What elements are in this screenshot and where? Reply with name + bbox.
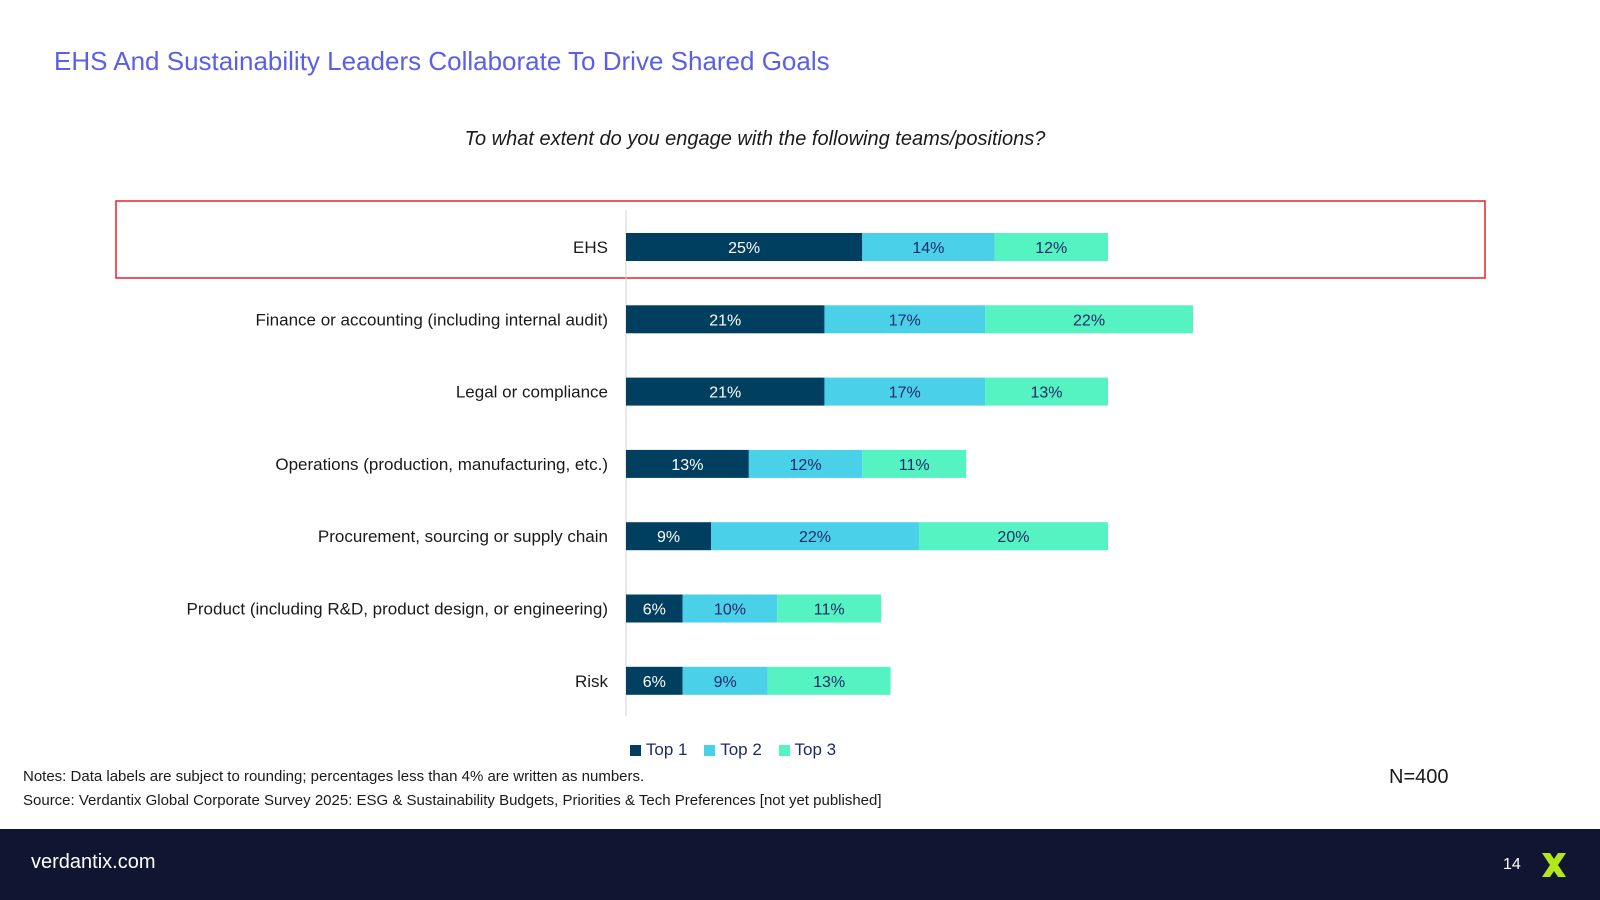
data-label: 12%: [1035, 240, 1067, 257]
bar-segment-top1: [626, 377, 825, 406]
notes-text: Notes: Data labels are subject to roundi…: [23, 768, 645, 785]
data-label: 17%: [889, 385, 921, 402]
bar-segment-top2: [682, 594, 778, 623]
data-label: 20%: [997, 529, 1029, 546]
bar-segment-top3: [862, 449, 967, 478]
page-number: 14: [1503, 856, 1521, 873]
data-label: 6%: [643, 602, 666, 619]
category-label: Product (including R&D, product design, …: [187, 600, 608, 619]
category-label: Legal or compliance: [456, 383, 608, 402]
bar-segment-top2: [682, 666, 768, 695]
bar-segment-top3: [994, 233, 1108, 261]
data-label: 6%: [643, 674, 666, 691]
bar-segment-top3: [767, 666, 891, 695]
category-label: Finance or accounting (including interna…: [256, 310, 608, 329]
data-label: 14%: [912, 240, 944, 257]
data-label: 17%: [889, 312, 921, 329]
footer-bar: verdantix.com 14: [0, 829, 1600, 900]
data-label: 13%: [671, 457, 703, 474]
data-label: 11%: [899, 457, 930, 474]
data-label: 10%: [714, 602, 746, 619]
category-label: EHS: [573, 238, 608, 257]
bar-segment-top1: [626, 594, 683, 623]
data-label: 22%: [799, 529, 831, 546]
legend-label-top2: Top 2: [720, 740, 762, 759]
data-label: 21%: [709, 385, 741, 402]
data-label: 13%: [1031, 385, 1063, 402]
bar-segment-top1: [626, 666, 683, 695]
legend-swatch-top1: [629, 744, 641, 756]
bar-segment-top2: [824, 377, 986, 406]
legend-item-top1: Top 1: [629, 740, 688, 760]
chart-legend: Top 1 Top 2 Top 3: [0, 740, 1466, 761]
category-label: Risk: [575, 672, 609, 691]
bar-segment-top1: [626, 305, 825, 334]
page-title: EHS And Sustainability Leaders Collabora…: [54, 46, 830, 76]
legend-swatch-top2: [704, 744, 716, 756]
data-label: 9%: [657, 529, 680, 546]
bar-segment-top2: [862, 233, 995, 261]
legend-item-top3: Top 3: [778, 740, 837, 760]
category-label: Procurement, sourcing or supply chain: [318, 527, 608, 546]
data-label: 21%: [709, 312, 741, 329]
bar-segment-top3: [918, 522, 1108, 551]
legend-swatch-top3: [778, 744, 790, 756]
data-label: 11%: [814, 602, 845, 619]
legend-label-top1: Top 1: [645, 740, 688, 759]
bar-segment-top2: [824, 305, 986, 334]
bar-segment-top2: [748, 449, 863, 478]
legend-label-top3: Top 3: [794, 740, 837, 759]
data-label: 13%: [813, 674, 845, 691]
source-text: Source: Verdantix Global Corporate Surve…: [23, 792, 882, 809]
chart-title: To what extent do you engage with the fo…: [464, 128, 1046, 150]
bar-segment-top3: [985, 305, 1193, 334]
bar-segment-top1: [626, 522, 712, 551]
notes-block: Notes: Data labels are subject to roundi…: [23, 765, 882, 813]
data-label: 9%: [714, 674, 737, 691]
legend-item-top2: Top 2: [704, 740, 762, 760]
highlight-box: [115, 200, 1486, 279]
footer-url[interactable]: verdantix.com: [31, 851, 156, 873]
sample-size: N=400: [1389, 766, 1449, 788]
data-label: 12%: [790, 457, 822, 474]
bar-segment-top2: [711, 522, 919, 551]
bar-segment-top1: [626, 449, 749, 478]
bar-segment-top1: [626, 233, 863, 261]
category-label: Operations (production, manufacturing, e…: [275, 455, 608, 474]
bar-segment-top3: [985, 377, 1108, 406]
verdantix-logo-icon: [1542, 853, 1566, 877]
bar-chart: EHS 25% 14% 12% Finance or accounting (inclu…: [115, 200, 1486, 716]
data-label: 22%: [1073, 312, 1105, 329]
data-label: 25%: [728, 240, 760, 257]
bar-segment-top3: [777, 594, 882, 623]
